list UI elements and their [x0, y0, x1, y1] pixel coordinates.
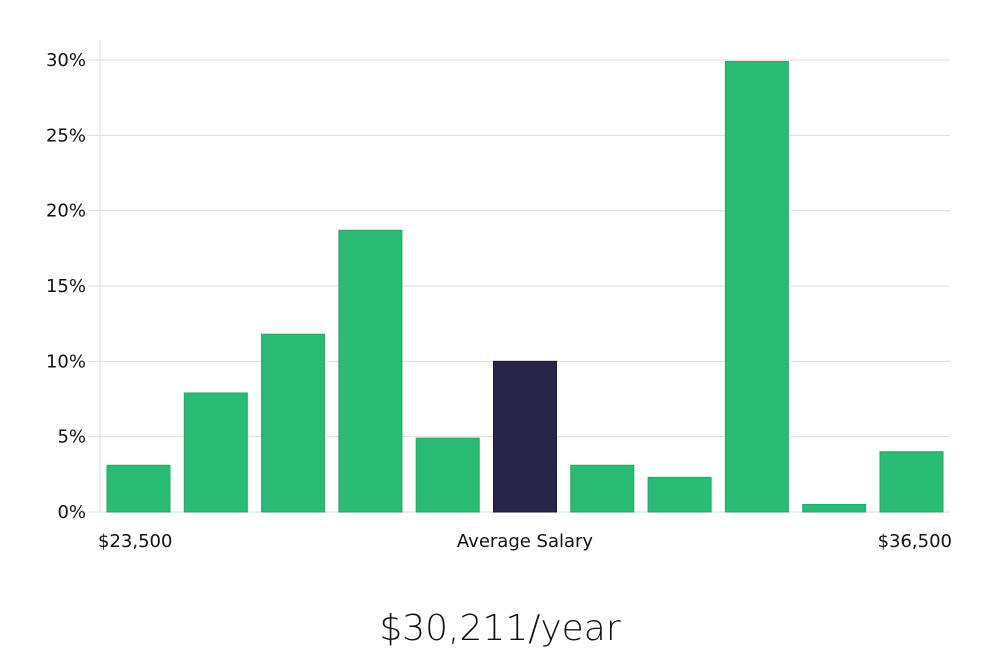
y-tick-label: 30% — [46, 50, 86, 71]
y-tick-label: 25% — [46, 125, 86, 146]
y-tick-label: 10% — [46, 351, 86, 372]
salary-histogram: 0% 5% 10% 15% 20% 25% 30% $23,500 Average Sala… — [46, 40, 952, 552]
x-min-label: $23,500 — [98, 531, 172, 552]
bar — [879, 451, 944, 513]
average-salary-value: $30,211/year — [379, 608, 621, 649]
y-tick-label: 20% — [46, 201, 86, 222]
bar-average-salary — [493, 360, 557, 513]
bar — [183, 392, 248, 513]
y-tick-label: 5% — [57, 427, 86, 448]
bar — [802, 503, 867, 513]
x-max-label: $36,500 — [878, 531, 952, 552]
bar — [415, 437, 480, 513]
bar — [647, 476, 712, 513]
y-axis-ticks: 0% 5% 10% 15% 20% 25% 30% — [46, 50, 86, 523]
bar — [724, 61, 789, 513]
x-axis-label: Average Salary — [457, 531, 594, 552]
bars — [106, 61, 944, 513]
bar — [338, 229, 403, 513]
bar — [261, 333, 326, 513]
y-tick-label: 15% — [46, 276, 86, 297]
y-tick-label: 0% — [57, 502, 86, 523]
bar — [106, 464, 171, 513]
bar — [570, 464, 635, 513]
